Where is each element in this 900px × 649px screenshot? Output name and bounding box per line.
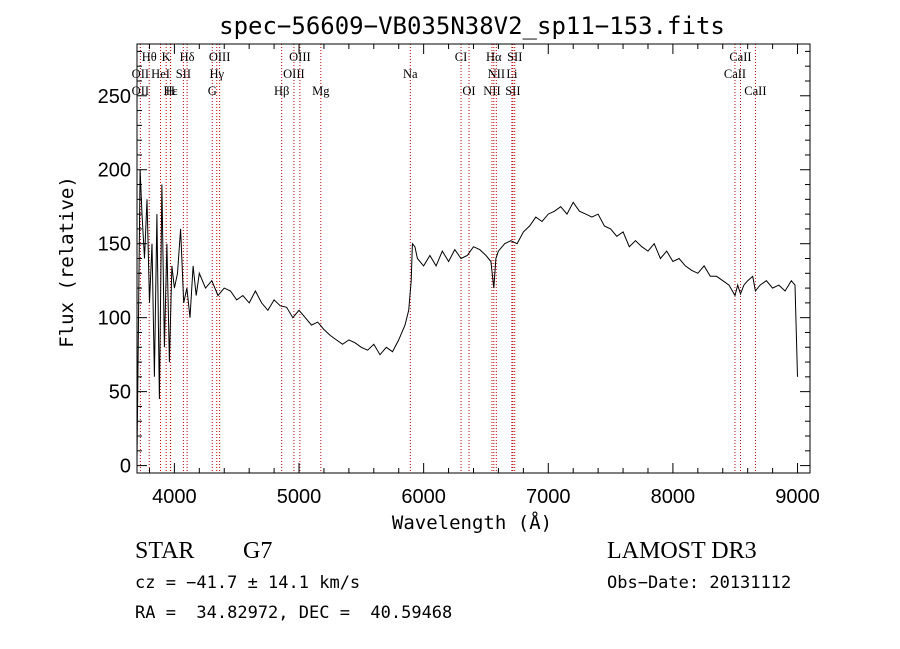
spectral-line-labels: Hθ K Hδ OIII OIII CI Hα SII CaII OII HeI SII Hγ OIII N…: [132, 50, 767, 98]
spectral-line-label: Mg: [312, 84, 330, 98]
spectral-line-label: SII: [176, 67, 191, 81]
x-tick-label: 6000: [401, 486, 446, 508]
spectral-line-label: OII: [132, 67, 149, 81]
spectral-line-label: Li: [506, 67, 518, 81]
redshift-readout: cz = −41.7 ± 14.1 km/s: [135, 573, 361, 593]
spectral-line-label: Hδ: [180, 50, 195, 64]
x-tick-label: 4000: [152, 486, 197, 508]
spectral-line-label: Hβ: [274, 84, 289, 98]
chart-title: spec−56609−VB035N38V2_sp11−153.fits: [219, 12, 725, 40]
x-tick-label: 9000: [775, 486, 820, 508]
spectral-line-label: OIII: [209, 50, 231, 64]
spectral-line-label: OII: [132, 84, 149, 98]
spectral-line-label: OI: [462, 84, 475, 98]
y-tick-label: 100: [98, 308, 131, 330]
spectral-line-label: CI: [455, 50, 468, 64]
plot-frame: [136, 43, 811, 474]
spectral-line-label: Na: [403, 67, 418, 81]
spectral-line-label: CaII: [724, 67, 746, 81]
spectral-subclass: G7: [243, 538, 273, 564]
spectral-line-label: Hε: [164, 84, 178, 98]
spectral-line-label: CaII: [729, 50, 751, 64]
spectral-line-markers: [139, 44, 756, 473]
y-tick-label: 50: [109, 382, 131, 404]
y-axis-label: Flux (relative): [56, 176, 78, 348]
y-tick-label: 250: [98, 86, 131, 108]
spectral-line-label: OIII: [283, 67, 305, 81]
spectral-line-label: K: [162, 50, 171, 64]
x-tick-label: 7000: [526, 486, 571, 508]
spectral-line-label: SII: [505, 84, 520, 98]
x-axis-label: Wavelength (Å): [392, 511, 552, 534]
spectral-line-label: CaII: [744, 84, 766, 98]
y-tick-label: 200: [98, 160, 131, 182]
spectral-line-label: Hγ: [209, 67, 224, 81]
spectral-line-label: G: [208, 84, 217, 98]
x-axis-ticks: 4000 5000 6000 7000 8000 9000: [148, 44, 820, 508]
spectral-line-label: Hα: [486, 50, 502, 64]
y-tick-label: 150: [98, 234, 131, 256]
flux-spectrum-line: [136, 169, 798, 459]
survey-label: LAMOST DR3: [607, 538, 757, 564]
observation-date: Obs−Date: 20131112: [607, 573, 792, 593]
spectral-line-label: Hθ: [142, 50, 157, 64]
spectral-line-label: NII: [488, 67, 505, 81]
y-axis-ticks: 0 50 100 150 200 250: [98, 50, 810, 478]
spectral-line-label: NII: [483, 84, 500, 98]
x-tick-label: 5000: [277, 486, 322, 508]
spectral-line-label: OIII: [289, 50, 311, 64]
y-tick-label: 0: [120, 456, 131, 478]
coordinates-readout: RA = 34.82972, DEC = 40.59468: [135, 603, 453, 623]
spectral-line-label: SII: [507, 50, 522, 64]
spectral-line-label: H: [166, 84, 175, 98]
x-tick-label: 8000: [651, 486, 696, 508]
object-type: STAR: [135, 538, 195, 564]
spectral-line-label: HeI: [151, 67, 170, 81]
